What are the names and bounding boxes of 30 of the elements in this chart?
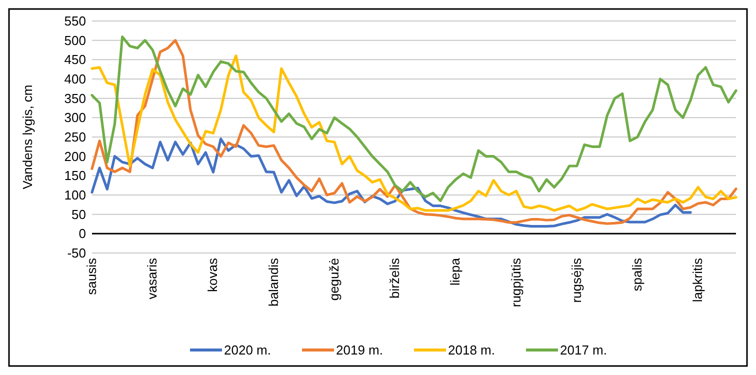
x-tick-label: rugsėjis <box>568 258 584 303</box>
legend-label: 2019 m. <box>336 342 383 358</box>
y-tick-label: 350 <box>64 90 86 106</box>
x-tick-label: lapkritis <box>690 258 706 302</box>
y-tick-label: 400 <box>64 72 86 87</box>
legend-label: 2020 m. <box>224 342 271 358</box>
y-tick-label: 250 <box>64 130 86 145</box>
y-tick-label: 100 <box>64 188 86 203</box>
x-tick-label: balandis <box>266 258 281 306</box>
y-tick-label: 500 <box>64 32 86 48</box>
y-tick-label: -50 <box>67 246 86 261</box>
y-tick-label: 200 <box>64 148 86 164</box>
x-tick-label: liepa <box>448 257 463 286</box>
y-tick-label: 550 <box>64 14 86 29</box>
y-tick-label: 150 <box>64 168 86 184</box>
y-tick-label: 450 <box>64 52 86 68</box>
legend-label: 2017 m. <box>560 342 607 358</box>
x-tick-label: gegužė <box>326 258 342 301</box>
x-tick-label: kovas <box>205 258 220 292</box>
y-tick-label: 50 <box>72 206 86 222</box>
legend-label: 2018 m. <box>448 342 495 358</box>
x-tick-label: birželis <box>387 258 402 298</box>
line-series <box>90 54 738 212</box>
x-tick-label: sausis <box>84 258 99 295</box>
x-tick-label: spalis <box>630 258 645 292</box>
y-axis-title: Vandens lygis, cm <box>20 84 35 190</box>
x-tick-label: vasaris <box>144 258 160 300</box>
y-tick-label: 300 <box>64 110 86 126</box>
y-tick-label: 0 <box>78 226 86 242</box>
x-tick-label: rugpjūtis <box>508 258 524 308</box>
